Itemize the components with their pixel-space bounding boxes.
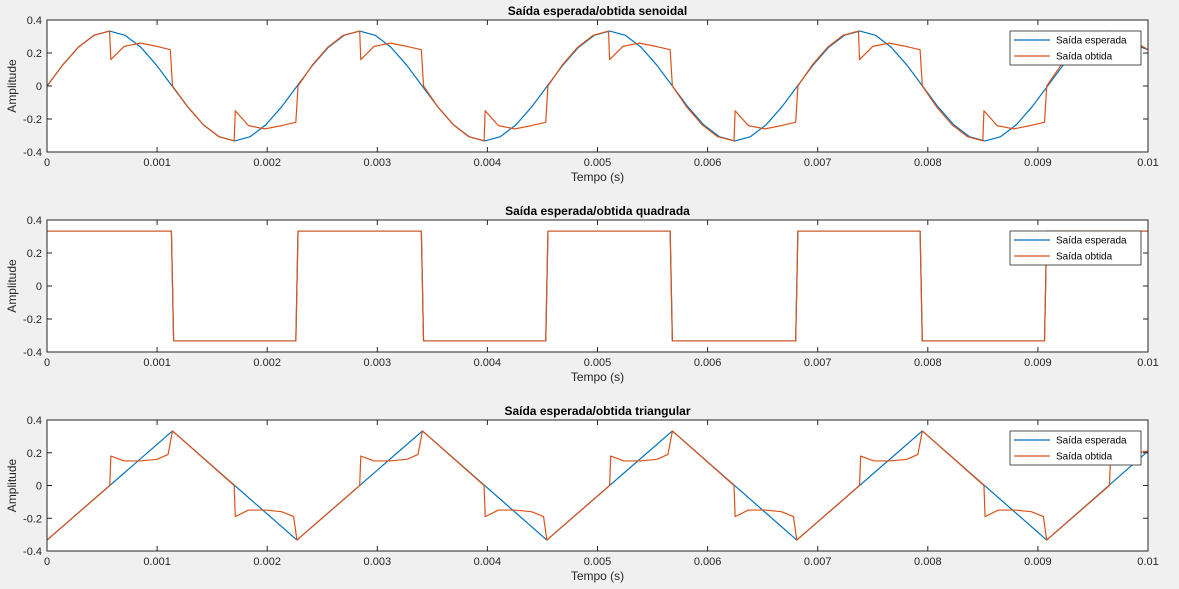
x-tick-label: 0.009 <box>1024 157 1052 169</box>
x-tick-label: 0.005 <box>584 157 612 169</box>
legend-entry: Saída esperada <box>1056 36 1127 47</box>
x-tick-label: 0.006 <box>694 357 722 369</box>
legend-entry: Saída obtida <box>1056 52 1113 63</box>
x-tick-label: 0.004 <box>474 157 502 169</box>
chart-title: Saída esperada/obtida triangular <box>504 404 690 418</box>
x-tick-label: 0.009 <box>1024 556 1052 568</box>
x-tick-label: 0.003 <box>364 556 392 568</box>
legend: Saída esperada Saída obtida <box>1009 30 1142 66</box>
y-tick-label: 0.4 <box>27 215 42 227</box>
subplot-2: 0 0.001 0.002 0.003 0.004 0.005 0.006 0.007 0.00… <box>5 204 1159 384</box>
legend-box <box>1009 230 1142 266</box>
x-tick-label: 0.002 <box>253 157 281 169</box>
y-axis-label: Amplitude <box>5 459 19 513</box>
legend-entry: Saída obtida <box>1056 452 1113 463</box>
x-tick-label: 0.008 <box>914 157 942 169</box>
series-group <box>47 430 1148 541</box>
x-axis-label: Tempo (s) <box>571 170 624 184</box>
y-tick-label: 0 <box>36 81 42 93</box>
y-tick-label: 0 <box>36 481 42 493</box>
chart-title: Saída esperada/obtida quadrada <box>505 204 690 218</box>
x-tick-label: 0.003 <box>364 157 392 169</box>
x-tick-label: 0.01 <box>1137 357 1158 369</box>
y-tick-label: 0.2 <box>27 248 42 260</box>
x-tick-label: 0 <box>44 556 50 568</box>
x-tick-label: 0.001 <box>143 157 171 169</box>
x-tick-label: 0.008 <box>914 556 942 568</box>
legend: Saída esperada Saída obtida <box>1009 230 1142 266</box>
x-tick-label: 0.004 <box>474 357 502 369</box>
y-tick-label: 0.2 <box>27 48 42 60</box>
x-tick-label: 0.009 <box>1024 357 1052 369</box>
y-tick-label: 0.4 <box>27 15 42 27</box>
x-tick-label: 0.007 <box>804 157 832 169</box>
legend-entry: Saída esperada <box>1056 436 1127 447</box>
x-tick-label: 0.01 <box>1137 556 1158 568</box>
y-tick-label: -0.4 <box>23 347 42 359</box>
x-tick-label: 0.007 <box>804 357 832 369</box>
subplot-3: 0 0.001 0.002 0.003 0.004 0.005 0.006 0.007 0.00… <box>5 404 1159 583</box>
x-tick-label: 0.01 <box>1137 157 1158 169</box>
y-tick-label: -0.2 <box>23 314 42 326</box>
legend-entry: Saída obtida <box>1056 252 1113 263</box>
x-tick-label: 0.005 <box>584 556 612 568</box>
series-group <box>47 30 1148 142</box>
x-tick-label: 0.001 <box>143 556 171 568</box>
x-axis-label: Tempo (s) <box>571 370 624 384</box>
legend-entry: Saída esperada <box>1056 236 1127 247</box>
y-axis-label: Amplitude <box>5 259 19 313</box>
y-tick-label: -0.2 <box>23 114 42 126</box>
x-tick-label: 0.007 <box>804 556 832 568</box>
plot-area <box>47 20 1148 152</box>
x-tick-label: 0.002 <box>253 357 281 369</box>
x-tick-label: 0.008 <box>914 357 942 369</box>
y-tick-label: -0.2 <box>23 513 42 525</box>
x-tick-label: 0.006 <box>694 556 722 568</box>
x-tick-label: 0.002 <box>253 556 281 568</box>
plot-area <box>47 420 1148 551</box>
y-tick-label: -0.4 <box>23 147 42 159</box>
x-tick-label: 0 <box>44 157 50 169</box>
x-tick-label: 0.005 <box>584 357 612 369</box>
x-tick-label: 0.001 <box>143 357 171 369</box>
series-group <box>47 230 1148 342</box>
x-tick-label: 0.003 <box>364 357 392 369</box>
series-line-obtida <box>47 230 1148 342</box>
legend: Saída esperada Saída obtida <box>1009 430 1142 466</box>
y-tick-label: -0.4 <box>23 546 42 558</box>
subplot-1: 0 0.001 0.002 0.003 0.004 0.005 0.006 0.007 0.00… <box>5 4 1159 184</box>
x-tick-label: 0 <box>44 357 50 369</box>
series-line-obtida <box>47 430 1148 541</box>
legend-box <box>1009 30 1142 66</box>
y-tick-label: 0.2 <box>27 448 42 460</box>
legend-box <box>1009 430 1142 466</box>
x-tick-label: 0.004 <box>474 556 502 568</box>
x-tick-label: 0.006 <box>694 157 722 169</box>
plot-area <box>47 220 1148 352</box>
series-line-obtida <box>47 30 1148 142</box>
x-axis-label: Tempo (s) <box>571 569 624 583</box>
y-tick-label: 0.4 <box>27 415 42 427</box>
y-tick-label: 0 <box>36 281 42 293</box>
chart-title: Saída esperada/obtida senoidal <box>508 4 687 18</box>
y-axis-label: Amplitude <box>5 59 19 113</box>
